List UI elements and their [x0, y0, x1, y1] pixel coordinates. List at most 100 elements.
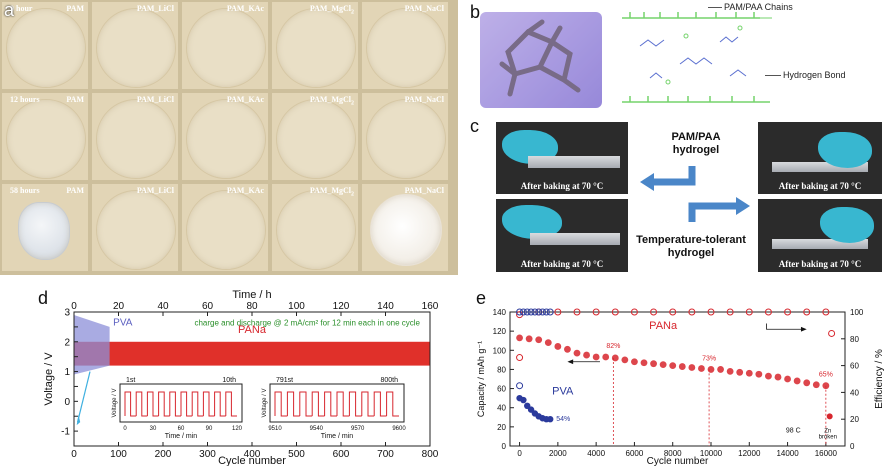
x-tick-label: 500: [288, 449, 305, 460]
pana-capacity-point: [774, 373, 782, 381]
y-tick-label: 20: [497, 423, 506, 432]
pana-capacity-point: [803, 379, 811, 387]
pva-efficiency-point: [539, 308, 547, 316]
process-arrows: [640, 166, 750, 222]
capacity-efficiency-chart: 0 2000 4000 6000 8000 10000 12000 14000 16000 0 20…: [476, 308, 885, 466]
sample-photo-cell: PAM_MgCl2: [272, 93, 358, 180]
pana-capacity-point: [745, 369, 753, 377]
pana-capacity-point: [583, 351, 590, 359]
y2-tick-label: 80: [850, 335, 859, 344]
sample-label: PAM_KAc: [226, 4, 264, 13]
hydrogel-disk: [276, 99, 356, 179]
hydrogel-disk: [6, 99, 86, 179]
y-axis-label: Capacity / mAh g⁻¹: [476, 341, 486, 417]
x2-tick-label: 80: [246, 301, 258, 312]
sample-label: PAM_LiCl: [136, 4, 174, 13]
inset-plot: 791st 800th 9510 9540 9570 9600 Time / min Volt…: [262, 377, 406, 440]
hydrogel-disk: [96, 190, 176, 270]
x-tick-label: 0: [71, 449, 77, 460]
panel-letter-b: b: [470, 2, 481, 22]
inset-plot: 1st 10th 0 30 60 90 120 Time / min Voltage / V: [112, 377, 243, 440]
sample-photo-cell: PAM_MgCl2: [272, 2, 358, 89]
y-tick-label: 0: [502, 442, 507, 451]
x2-tick-label: 0: [71, 301, 77, 312]
sample-label: PAM_NaCl: [404, 95, 444, 104]
pva-capacity-point: [520, 396, 527, 404]
pana-efficiency-point: [630, 308, 638, 316]
pana-efficiency-point: [611, 308, 619, 316]
panel-letter-a: a: [4, 0, 15, 20]
sample-photo-cell: PAM_KAc: [182, 184, 268, 271]
temperature-label: 98 C: [786, 428, 801, 435]
inset-tick-label: 9540: [310, 426, 324, 432]
hydrogel-disk: [18, 202, 70, 260]
retention-annotation: 65%: [819, 372, 833, 379]
photo-tolerant-after: After baking at 70 °C: [758, 199, 882, 272]
x-tick-label: 0: [517, 449, 522, 458]
y-tick-label: 3: [64, 308, 70, 319]
hydrogel-disk: [276, 190, 356, 270]
pana-capacity-point: [678, 363, 686, 370]
x-tick-label: 12000: [738, 449, 761, 458]
pana-capacity-point: [602, 353, 610, 361]
photo-caption: After baking at 70 °C: [778, 259, 862, 269]
inset-end-label: 800th: [380, 377, 398, 384]
pana-capacity-point: [611, 354, 619, 362]
hydrogel-disk: [276, 8, 356, 88]
y2-axis-label: Efficiency / %: [874, 349, 885, 409]
pva-efficiency-point: [531, 308, 539, 316]
inset-tick-label: 30: [150, 426, 157, 432]
pana-capacity-point: [554, 343, 562, 350]
pva-efficiency-point: [519, 308, 527, 316]
x-tick-label: 200: [155, 449, 172, 460]
pana-capacity-point: [755, 370, 763, 378]
inset-tick-label: 9600: [392, 426, 406, 432]
pva-efficiency-point: [542, 308, 550, 316]
x-tick-label: 4000: [587, 449, 605, 458]
pva-efficiency-point: [546, 308, 554, 316]
x2-tick-label: 60: [202, 301, 214, 312]
sample-photo-cell: PAM 12 hours: [2, 93, 88, 180]
pana-voltage-band: [74, 341, 430, 366]
pana-capacity-point: [717, 366, 724, 373]
pana-efficiency-point: [573, 308, 581, 316]
time-label: 58 hours: [10, 186, 40, 195]
pana-capacity-point: [659, 361, 667, 369]
hydrogel-disk: [96, 8, 176, 88]
x-tick-label: 700: [377, 449, 394, 460]
pana-efficiency-point: [822, 308, 830, 316]
panel-a-photo-grid: PAM 0 hour PAM_LiCl PAM_KAc PAM_MgCl2 PAM_NaC…: [0, 0, 458, 275]
panel-letter-d: d: [38, 288, 49, 308]
time-label: 0 hour: [10, 4, 33, 13]
x2-tick-label: 160: [422, 301, 439, 312]
hydrogel-disk: [186, 8, 266, 88]
left-arrow-icon: [640, 173, 654, 191]
pana-efficiency-point: [784, 308, 792, 316]
sample-photo-cell: PAM_KAc: [182, 2, 268, 89]
sample-label: PAM_MgCl2: [309, 186, 354, 198]
x2-tick-label: 140: [377, 301, 394, 312]
pva-efficiency-point: [527, 308, 535, 316]
sample-photo-cell: PAM_NaCl: [362, 2, 448, 89]
pana-capacity-point: [707, 366, 715, 373]
sample-photo-cell: PAM_NaCl: [362, 93, 448, 180]
y-tick-label: 40: [497, 404, 506, 413]
hydrogel-disk: [366, 99, 446, 179]
pana-capacity-point: [698, 365, 705, 372]
inset-tick-label: 120: [232, 426, 243, 432]
y-tick-label: 140: [493, 308, 507, 317]
plot-frame: [509, 311, 846, 447]
pana-efficiency-point: [707, 308, 715, 316]
sample-photo-cell: PAM_LiCl: [92, 93, 178, 180]
pana-capacity-point: [535, 336, 543, 344]
pana-capacity-point: [525, 335, 533, 343]
sample-photo-cell: PAM 0 hour: [2, 2, 88, 89]
sample-label: PAM_LiCl: [136, 186, 174, 195]
panel-letter-c: c: [470, 116, 479, 136]
hydrogel-disk: [370, 194, 442, 266]
photo-pampaa-after: After baking at 70 °C: [758, 122, 882, 194]
pana-final-point: [826, 413, 833, 420]
inset-x-label: Time / min: [165, 433, 198, 440]
x-tick-label: 100: [110, 449, 127, 460]
pana-efficiency-point: [726, 308, 734, 316]
